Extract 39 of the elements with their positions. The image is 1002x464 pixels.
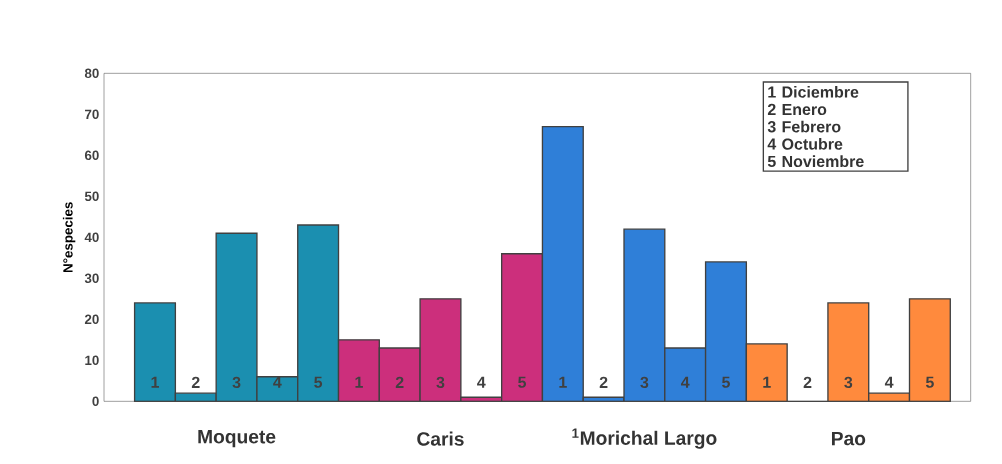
x-tick-label: 4 [273,376,282,388]
text: Caris [417,431,464,446]
x-tick-label: 1 [151,376,159,388]
x-tick-label: 2 [191,376,200,388]
annotation: 5 Noviembre [767,155,864,168]
x-tick-label: 4 [884,376,894,388]
text: $^{1}$Morichal Largo [572,428,717,449]
x-tick-label: 3 [844,376,853,389]
x-tick-label: 1 [763,376,771,388]
x-tick-label: 5 [925,376,934,388]
y-axis-title: N°especies [62,202,76,273]
y-tick-label: 20 [84,314,99,325]
annotation: 1 Diciembre [768,86,859,98]
x-tick-label: 1 [355,376,363,388]
text: Pao [832,431,866,446]
y-tick-label: 10 [85,355,99,366]
x-tick-label: 3 [436,376,445,389]
y-tick-label: 0 [92,396,99,407]
annotation: 4 Octubre [767,138,843,150]
y-tick-label: 80 [84,68,99,79]
x-tick-label: 3 [232,376,241,389]
x-tick-label: 2 [599,376,608,388]
y-tick-label: 30 [84,273,99,284]
y-tick-label: 40 [84,232,99,243]
x-tick-label: 4 [477,376,486,388]
x-tick-label: 5 [314,376,323,388]
y-tick-label: 50 [84,191,99,202]
x-tick-label: 5 [722,376,730,388]
x-tick-label: 1 [559,376,567,388]
y-tick-label: 70 [85,109,99,120]
x-tick-label: 2 [395,376,404,388]
x-tick-label: 2 [803,376,812,388]
annotation: 2 Enero [767,103,827,116]
x-tick-label: 4 [680,376,690,388]
y-tick-label: 60 [84,150,99,161]
text: Moquete [198,430,276,448]
annotation: 3 Febrero [767,120,841,133]
x-tick-label: 5 [518,376,527,388]
x-tick-label: 3 [640,376,649,389]
